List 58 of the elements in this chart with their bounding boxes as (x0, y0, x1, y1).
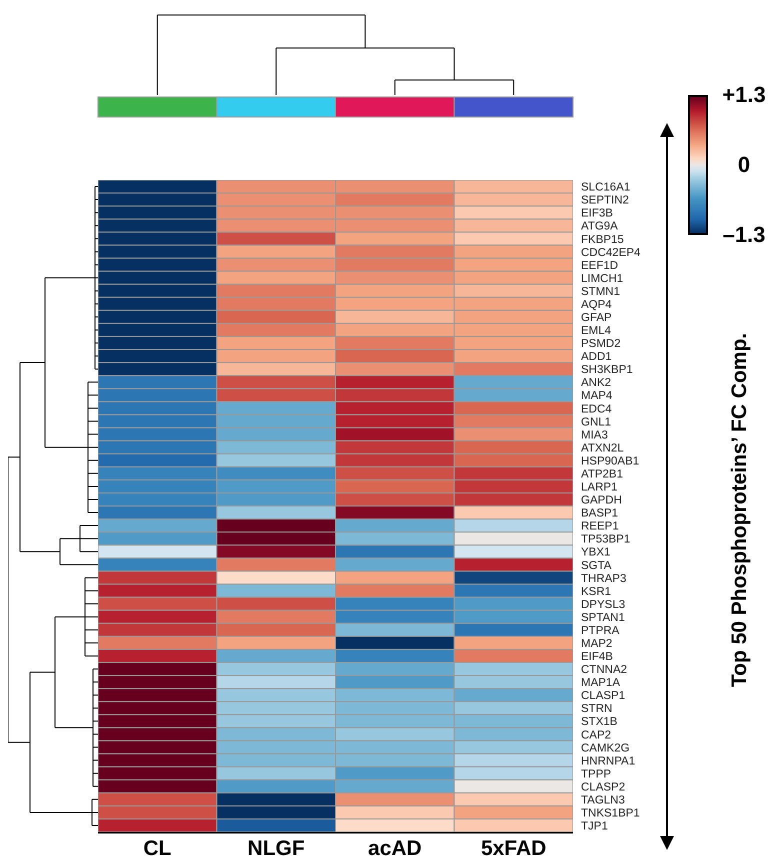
y-tick-label: CDC42EP4 (581, 246, 642, 259)
color-bar-label: –1.3 (722, 222, 766, 248)
y-tick-label: EIF4B (581, 651, 614, 664)
y-tick-label: MAP2 (581, 638, 612, 650)
y-tick-label: DPYSL3 (581, 598, 626, 611)
x-tick-label: acAD (368, 836, 422, 860)
y-tick-label: MIA3 (581, 429, 608, 442)
y-tick-label: KSR1 (581, 586, 612, 598)
y-tick-label: ANK2 (581, 377, 612, 390)
y-axis-title: Top 50 Phosphoproteins’ FC Comp. (728, 332, 751, 688)
y-tick-label: SH3KBP1 (581, 364, 633, 376)
color-bar-label: 0 (736, 152, 752, 178)
y-tick-label: ADD1 (581, 351, 612, 364)
y-tick-label: EIF3B (581, 208, 614, 220)
y-tick-label: TJP1 (581, 820, 608, 833)
y-tick-label: GAPDH (581, 494, 622, 507)
y-tick-label: PSMD2 (581, 338, 621, 350)
y-tick-label: STMN1 (581, 286, 620, 298)
y-tick-label: REEP1 (581, 520, 619, 533)
y-tick-label: HNRNPA1 (581, 755, 636, 768)
y-tick-label: THRAP3 (581, 572, 626, 585)
y-tick-label: ATXN2L (581, 442, 624, 454)
x-tick-label: 5xFAD (480, 836, 546, 860)
y-tick-label: ATG9A (581, 220, 618, 233)
y-tick-label: TNKS1BP1 (581, 808, 640, 820)
y-tick-label: EDC4 (581, 403, 612, 416)
y-tick-label: GFAP (581, 312, 612, 324)
y-tick-label: CLASP1 (581, 690, 626, 702)
y-tick-label: PTPRA (581, 624, 620, 637)
y-tick-label: EEF1D (581, 260, 618, 272)
y-tick-label: FKBP15 (581, 234, 624, 246)
y-tick-label: LIMCH1 (581, 272, 624, 285)
y-tick-label: HSP90AB1 (581, 455, 640, 468)
y-tick-label: BASP1 (581, 508, 618, 520)
y-tick-label: CLASP2 (581, 781, 626, 794)
y-tick-label: MAP4 (581, 390, 613, 402)
y-tick-label: SPTAN1 (581, 612, 625, 624)
y-tick-label: LARP1 (581, 482, 618, 494)
y-tick-label: AQP4 (581, 298, 612, 311)
y-tick-label: STX1B (581, 716, 618, 728)
color-bar-label: +1.3 (721, 82, 767, 108)
y-tick-label: CAP2 (581, 729, 612, 742)
y-tick-label: GNL1 (581, 416, 612, 428)
y-tick-label: SLC16A1 (581, 182, 630, 194)
y-tick-label: TP53BP1 (581, 534, 630, 546)
y-tick-label: TAGLN3 (581, 794, 625, 806)
x-tick-label: CL (143, 836, 172, 860)
y-tick-label: CTNNA2 (581, 664, 628, 676)
y-tick-label: MAP1A (581, 677, 620, 690)
x-tick-label: NLGF (248, 836, 305, 860)
y-tick-label: SEPTIN2 (581, 194, 629, 207)
y-tick-label: YBX1 (581, 546, 610, 559)
y-tick-label: CAMK2G (581, 742, 630, 754)
y-tick-label: STRN (581, 703, 612, 716)
y-tick-label: ATP2B1 (581, 468, 623, 480)
y-tick-label: TPPP (581, 768, 612, 780)
y-tick-label: EML4 (581, 325, 612, 338)
y-tick-label: SGTA (581, 560, 612, 572)
